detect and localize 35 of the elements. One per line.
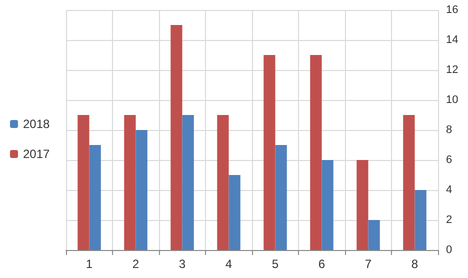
y-tick-label: 10 — [446, 94, 458, 106]
bar — [310, 55, 322, 250]
bar — [322, 160, 334, 250]
x-tick-label: 2 — [132, 257, 140, 271]
x-tick-label: 7 — [364, 257, 372, 271]
y-tick-label: 2 — [446, 214, 452, 226]
bar — [170, 25, 182, 250]
bar — [124, 115, 136, 250]
bar — [356, 160, 368, 250]
y-tick-label: 8 — [446, 124, 452, 136]
bar — [89, 145, 101, 250]
x-tick-label: 3 — [178, 257, 186, 271]
bar — [414, 190, 426, 250]
y-tick-label: 0 — [446, 244, 452, 256]
bar — [228, 175, 240, 250]
legend-label: 2018 — [23, 117, 50, 131]
bar — [136, 130, 148, 250]
y-tick-label: 14 — [446, 34, 458, 46]
bar — [403, 115, 415, 250]
y-tick-label: 6 — [446, 154, 452, 166]
y-tick-label: 4 — [446, 184, 452, 196]
x-tick-label: 6 — [318, 257, 326, 271]
x-tick-label: 5 — [272, 257, 279, 271]
x-tick-label: 8 — [411, 257, 418, 271]
y-tick-label: 12 — [446, 64, 458, 76]
bar — [217, 115, 229, 250]
bar — [368, 220, 380, 250]
bar — [264, 55, 276, 250]
x-tick-label: 1 — [86, 257, 93, 271]
bar — [275, 145, 287, 250]
legend-label: 2017 — [23, 147, 50, 161]
x-tick-label: 4 — [225, 257, 232, 271]
bar — [78, 115, 90, 250]
bar — [182, 115, 194, 250]
y-tick-label: 16 — [446, 4, 458, 16]
